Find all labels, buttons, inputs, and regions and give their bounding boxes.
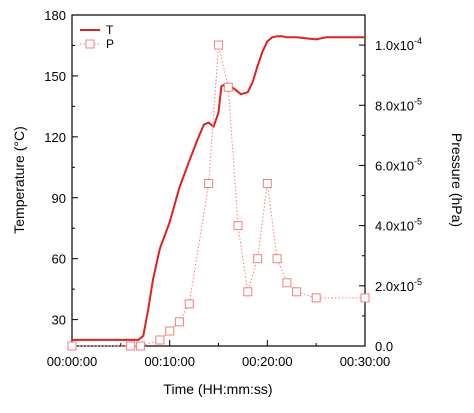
series-layer: [67, 35, 370, 351]
tick-labels: 00:00:00 00:10:00 00:20:00 00:30:00 30 60 90 12…: [44, 8, 422, 369]
data-point-p: [155, 335, 165, 345]
legend: T P: [80, 23, 114, 51]
x-tick-label: 00:30:00: [340, 354, 391, 369]
y2-tick-label: 2.0x10-5: [375, 277, 422, 294]
data-point-p: [204, 179, 214, 188]
y-tick-label: 150: [44, 69, 66, 84]
data-point-p: [214, 40, 223, 50]
data-point-p: [253, 254, 263, 264]
series-line-t: [72, 35, 365, 341]
y2-tick-label: 6.0x10-5: [375, 156, 422, 173]
plot-area: [71, 14, 366, 347]
tick-marks: [71, 14, 366, 347]
y-axis-title: Temperature (°C): [11, 126, 27, 234]
x-tick-label: 00:20:00: [242, 354, 293, 369]
data-point-p: [292, 287, 302, 297]
data-point-p: [223, 82, 233, 92]
y-tick-label: 30: [52, 313, 66, 328]
x-tick-label: 00:10:00: [144, 354, 195, 369]
data-point-p: [184, 299, 194, 309]
data-point-p: [233, 221, 243, 231]
legend-label-t: T: [106, 23, 114, 37]
data-point-p: [165, 326, 175, 336]
data-point-p: [243, 287, 253, 297]
x-tick-label: 00:00:00: [47, 354, 98, 369]
y-tick-label: 180: [44, 8, 66, 23]
data-point-p: [272, 254, 282, 264]
data-point-p: [360, 293, 370, 303]
legend-marker-p: [85, 39, 95, 49]
y2-tick-label: 8.0x10-5: [375, 96, 422, 113]
legend-label-p: P: [106, 37, 114, 51]
data-point-p: [311, 293, 321, 303]
y-tick-label: 90: [52, 191, 66, 206]
data-point-p: [135, 341, 145, 351]
data-point-p: [174, 317, 184, 327]
data-point-p: [67, 341, 77, 351]
data-point-p: [126, 341, 136, 351]
y2-axis-title: Pressure (hPa): [449, 133, 465, 227]
y-tick-label: 120: [44, 130, 66, 145]
y2-tick-label: 0.0: [375, 339, 393, 354]
data-point-p: [262, 179, 272, 188]
y-tick-label: 60: [52, 252, 66, 267]
y2-tick-label: 4.0x10-5: [375, 217, 422, 234]
y2-tick-label: 1.0x10-4: [375, 36, 422, 53]
data-point-p: [282, 278, 292, 288]
x-axis-title: Time (HH:mm:ss): [163, 381, 272, 397]
